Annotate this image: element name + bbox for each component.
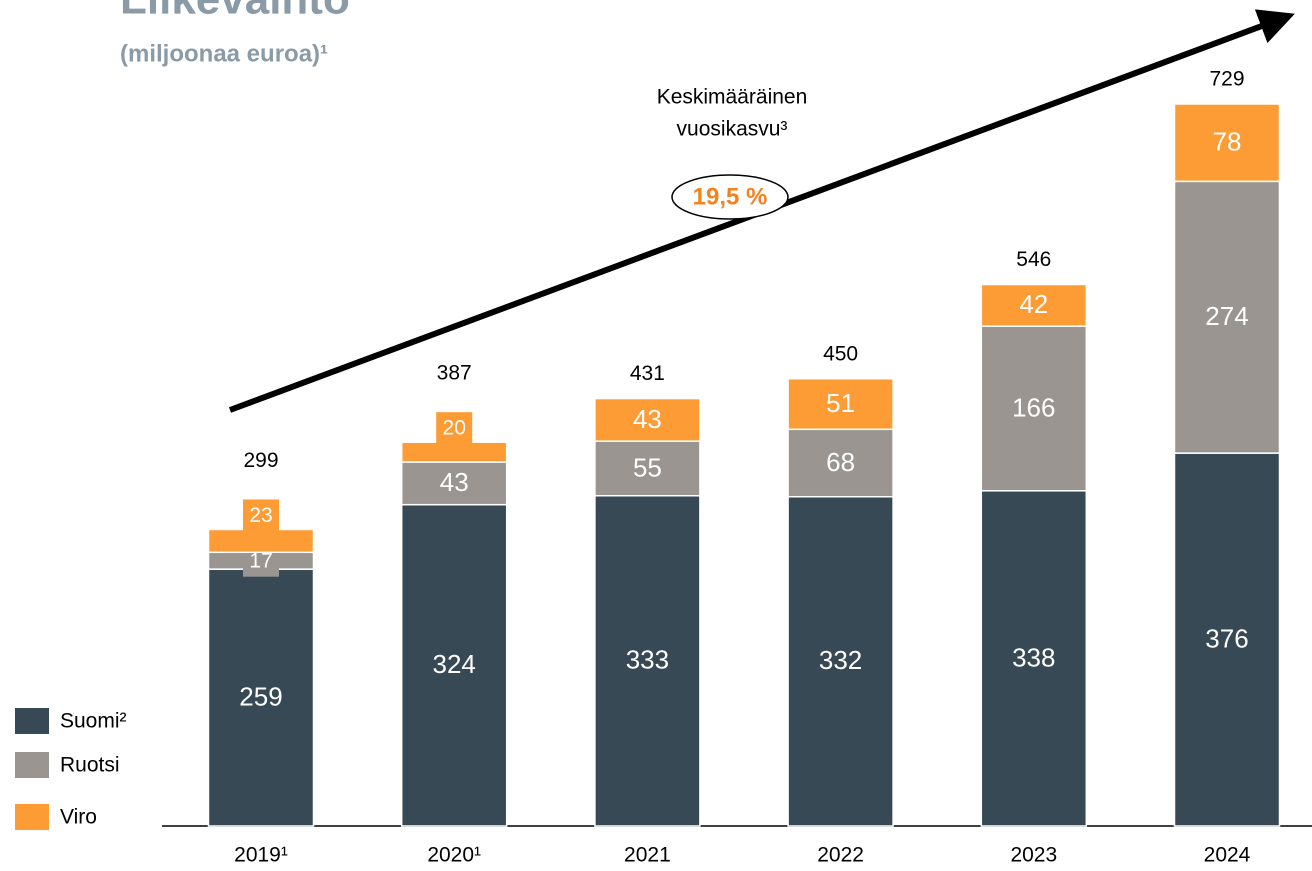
bar-segment	[980, 325, 1088, 492]
bar-segment	[1173, 103, 1281, 183]
chart-title: Liikevaihto	[120, 0, 350, 24]
legend-label: Ruotsi	[60, 754, 120, 777]
total-label: 299	[243, 449, 278, 472]
segment-label: 333	[626, 645, 669, 675]
segment-label: 43	[633, 404, 662, 434]
legend-swatch	[15, 804, 49, 830]
total-label: 450	[823, 342, 858, 365]
segment-label: 20	[443, 417, 466, 440]
segment-label: 42	[1019, 289, 1048, 319]
x-tick-label: 2023	[1010, 844, 1057, 867]
bar-segment	[400, 441, 508, 463]
segment-label: 376	[1205, 623, 1248, 653]
legend-swatch	[15, 708, 49, 734]
bar-segment	[787, 495, 894, 827]
segment-label: 259	[239, 681, 282, 711]
segment-label: 332	[819, 645, 862, 675]
bar-segment	[207, 528, 315, 554]
bar-segment	[400, 461, 508, 506]
bar-segment	[400, 503, 508, 827]
bar-segment	[787, 428, 894, 498]
bar-segment	[787, 377, 894, 431]
segment-label: 166	[1012, 392, 1055, 422]
bar-segment	[1173, 180, 1281, 454]
annotation: vuosikasvu³	[677, 118, 788, 141]
x-tick-label: 2021	[624, 844, 671, 867]
segment-label: 274	[1205, 301, 1248, 331]
total-label: 387	[437, 362, 472, 385]
segment-label: 68	[826, 447, 855, 477]
chart-subtitle: (miljoonaa euroa)¹	[120, 40, 328, 67]
growth-ellipse	[671, 174, 789, 220]
legend-label: Viro	[60, 806, 97, 829]
segment-label: 23	[249, 504, 272, 527]
label-box	[436, 412, 473, 445]
bar-segment	[594, 397, 701, 442]
x-tick-label: 2020¹	[427, 844, 481, 867]
bar-segment	[594, 440, 701, 497]
total-label: 546	[1016, 248, 1051, 271]
bar-segment	[980, 283, 1088, 327]
segment-label: 51	[826, 388, 855, 418]
x-tick-label: 2022	[817, 844, 864, 867]
segment-label: 324	[433, 649, 476, 679]
bar-segment	[594, 494, 701, 827]
segment-label: 17	[249, 549, 272, 572]
annotation: Keskimääräinen	[657, 86, 808, 109]
growth-label: 19,5 %	[693, 183, 768, 210]
legend-swatch	[15, 752, 49, 778]
segment-label: 43	[440, 467, 469, 497]
x-tick-label: 2019¹	[234, 844, 288, 867]
segment-label: 338	[1012, 642, 1055, 672]
label-box	[243, 499, 279, 532]
segment-label: 78	[1213, 127, 1242, 157]
bar-segment	[980, 490, 1088, 827]
bar-segment	[207, 568, 315, 827]
total-label: 431	[630, 362, 665, 385]
segment-label: 55	[633, 452, 662, 482]
x-tick-label: 2024	[1204, 844, 1251, 867]
legend-label: Suomi²	[60, 710, 127, 733]
total-label: 729	[1209, 68, 1244, 91]
